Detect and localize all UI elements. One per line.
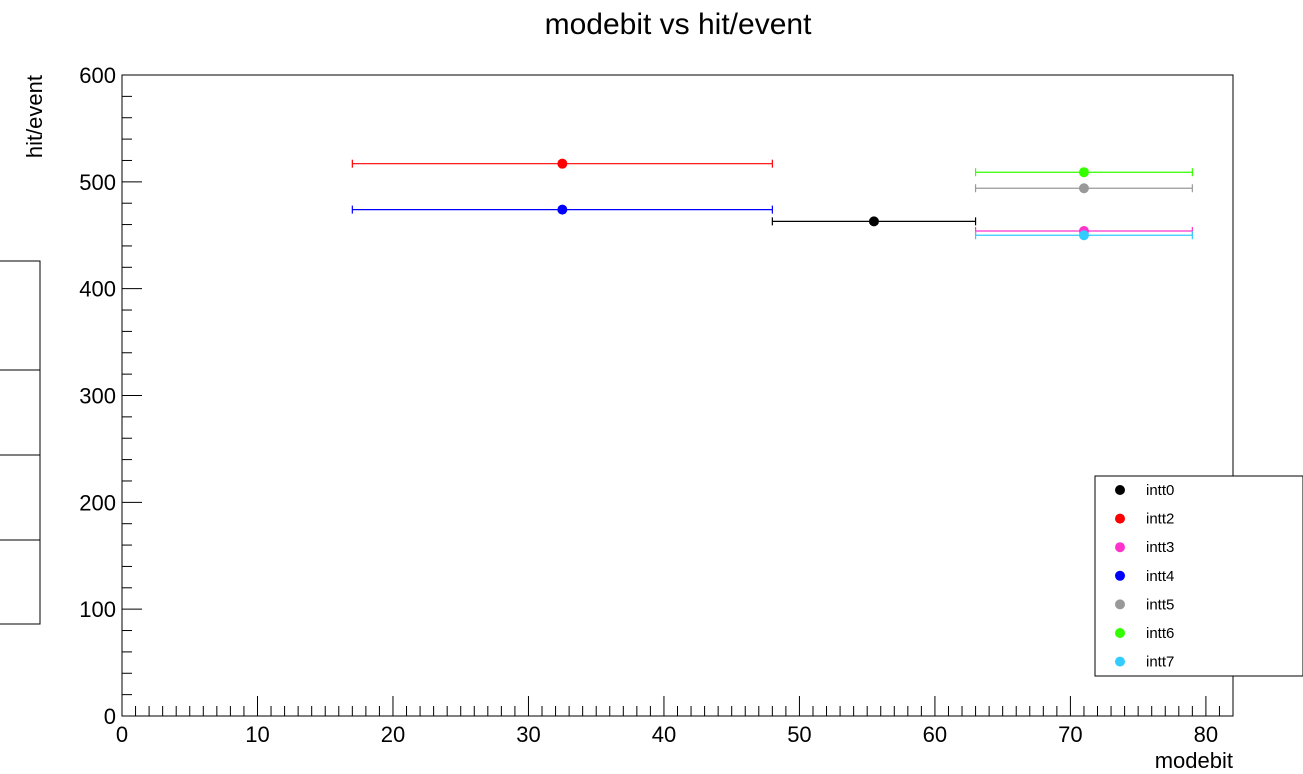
legend-label: intt6	[1146, 625, 1174, 642]
legend-marker	[1115, 628, 1125, 638]
x-tick-label: 10	[245, 722, 269, 747]
y-tick-label: 600	[79, 63, 116, 88]
x-tick-label: 80	[1194, 722, 1218, 747]
legend-item: intt7	[1115, 654, 1174, 671]
legend-items: intt0 intt2 intt3 intt4 intt5 intt6 intt7	[1115, 482, 1174, 671]
legend-label: intt7	[1146, 654, 1174, 671]
y-axis-title: hit/event	[22, 75, 47, 158]
series-intt0	[771, 216, 977, 227]
y-tick-label: 400	[79, 277, 116, 302]
legend-label: intt2	[1146, 511, 1174, 528]
data-point	[1078, 167, 1089, 178]
legend-label: intt5	[1146, 596, 1174, 613]
legend-label: intt3	[1146, 539, 1174, 556]
x-axis-ticks: 0 10 20 30 40 50 60 70 80	[116, 696, 1234, 747]
x-axis-title: modebit	[1155, 748, 1233, 773]
y-tick-label: 300	[79, 384, 116, 409]
legend-item: intt3	[1115, 539, 1174, 556]
data-point	[1078, 230, 1089, 241]
data-point	[557, 204, 568, 215]
y-axis-ticks: 0 100 200 300 400 500 600	[79, 63, 142, 729]
legend: intt0 intt2 intt3 intt4 intt5 intt6 intt7	[1094, 475, 1303, 677]
x-tick-label: 30	[516, 722, 540, 747]
data-series	[351, 158, 1193, 241]
data-point	[557, 158, 568, 169]
x-tick-label: 40	[652, 722, 676, 747]
legend-item: intt6	[1115, 625, 1174, 642]
series-intt4	[351, 204, 773, 215]
legend-marker	[1115, 513, 1125, 524]
series-intt5	[974, 183, 1193, 194]
x-tick-label: 20	[381, 722, 405, 747]
y-tick-label: 500	[79, 170, 116, 195]
legend-label: intt4	[1146, 568, 1174, 585]
legend-marker	[1115, 656, 1125, 667]
legend-marker	[1115, 485, 1125, 495]
x-tick-label: 70	[1058, 722, 1082, 747]
x-tick-label: 50	[787, 722, 811, 747]
x-tick-label: 60	[923, 722, 947, 747]
y-tick-label: 0	[104, 704, 116, 729]
x-tick-label: 0	[116, 722, 128, 747]
data-point	[868, 216, 879, 227]
legend-marker	[1115, 599, 1125, 610]
legend-item: intt5	[1115, 596, 1174, 613]
y-tick-label: 100	[79, 597, 116, 622]
legend-item: intt2	[1115, 511, 1174, 528]
y-tick-label: 200	[79, 490, 116, 515]
series-intt6	[974, 167, 1193, 178]
legend-box	[1094, 475, 1303, 677]
left-edge-boxes	[0, 260, 41, 625]
legend-item: intt0	[1115, 482, 1174, 499]
chart-title: modebit vs hit/event	[545, 8, 812, 41]
legend-item: intt4	[1115, 568, 1174, 585]
plot-frame	[121, 74, 1234, 717]
series-intt2	[351, 158, 773, 169]
data-point	[1078, 183, 1089, 194]
legend-marker	[1115, 570, 1125, 581]
legend-label: intt0	[1146, 482, 1174, 499]
series-intt7	[974, 230, 1193, 241]
legend-marker	[1115, 542, 1125, 553]
